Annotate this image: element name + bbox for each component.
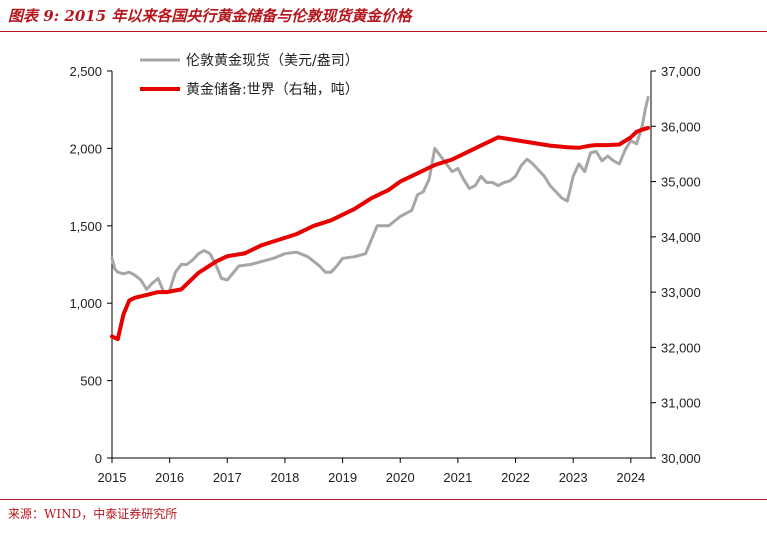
gold-price-line (110, 95, 650, 294)
legend-label-gold-price: 伦敦黄金现货（美元/盎司） (186, 52, 359, 69)
left-tick-label: 2,500 (69, 64, 102, 79)
chart-title: 图表 9: 2015 年以来各国央行黄金储备与伦敦现货黄金价格 (8, 7, 412, 25)
x-tick-label: 2017 (213, 470, 242, 485)
left-tick-label: 0 (95, 451, 102, 466)
legend-label-gold-reserves: 黄金储备:世界（右轴，吨） (186, 81, 359, 98)
series-layer (110, 95, 651, 342)
right-tick-label: 34,000 (661, 230, 701, 245)
title-rule (0, 31, 767, 32)
x-tick-label: 2023 (559, 470, 588, 485)
right-tick-label: 37,000 (661, 64, 701, 79)
x-tick-label: 2024 (616, 470, 645, 485)
x-tick-label: 2021 (443, 470, 472, 485)
x-tick-label: 2020 (386, 470, 415, 485)
x-tick-label: 2018 (270, 470, 299, 485)
gold-chart: 0 500 1,000 1,500 2,000 2,500 30,000 31,000 32,0… (69, 52, 700, 485)
axes: 0 500 1,000 1,500 2,000 2,500 30,000 31,000 32,0… (69, 64, 700, 485)
right-tick-label: 36,000 (661, 119, 701, 134)
x-tick-label: 2019 (328, 470, 357, 485)
right-tick-label: 32,000 (661, 340, 701, 355)
x-tick-label: 2015 (98, 470, 127, 485)
left-tick-label: 2,000 (69, 141, 102, 156)
left-tick-label: 1,500 (69, 219, 102, 234)
left-tick-label: 1,000 (69, 296, 102, 311)
title-bar: 图表 9: 2015 年以来各国央行黄金储备与伦敦现货黄金价格 (0, 0, 767, 32)
x-tick-label: 2022 (501, 470, 530, 485)
right-tick-label: 31,000 (661, 396, 701, 411)
right-tick-label: 35,000 (661, 175, 701, 190)
gold-reserves-line (110, 125, 651, 342)
legend: 伦敦黄金现货（美元/盎司） 黄金储备:世界（右轴，吨） (140, 52, 359, 98)
right-tick-label: 33,000 (661, 285, 701, 300)
left-tick-label: 500 (80, 374, 102, 389)
source-rule (0, 499, 767, 500)
right-tick-label: 30,000 (661, 451, 701, 466)
x-tick-label: 2016 (155, 470, 184, 485)
source-note: 来源：WIND，中泰证券研究所 (8, 507, 178, 521)
